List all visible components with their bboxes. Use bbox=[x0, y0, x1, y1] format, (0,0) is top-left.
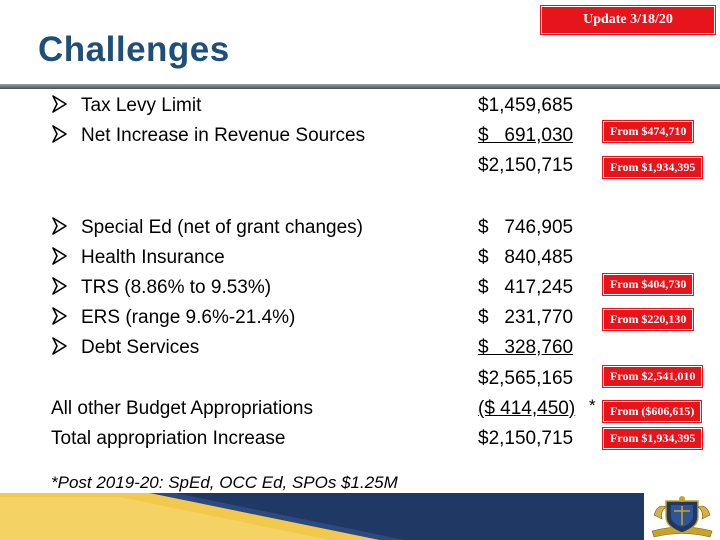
footnote-marker: * bbox=[589, 396, 596, 415]
change-note-badge: From $220,130 bbox=[604, 310, 693, 329]
row-amount: $2,565,165 bbox=[478, 368, 574, 389]
row-label: Debt Services bbox=[81, 337, 200, 358]
arrow-bullet-icon bbox=[52, 247, 67, 265]
footer-band bbox=[0, 493, 644, 540]
arrow-bullet-icon bbox=[52, 125, 67, 143]
row-label: Total appropriation Increase bbox=[51, 428, 286, 449]
row-label: All other Budget Appropriations bbox=[51, 398, 313, 419]
arrow-bullet-icon bbox=[52, 307, 67, 325]
arrow-bullet-icon bbox=[52, 95, 67, 113]
update-badge: Update 3/18/20 bbox=[541, 6, 715, 34]
row-label: Net Increase in Revenue Sources bbox=[81, 125, 366, 146]
footnote: *Post 2019-20: SpEd, OCC Ed, SPOs $1.25M bbox=[51, 473, 398, 492]
challenge-row-special-ed: Special Ed (net of grant changes) $ 746,… bbox=[0, 215, 720, 245]
row-amount: $2,150,715 bbox=[478, 155, 574, 176]
challenge-row-health-insurance: Health Insurance $ 840,485 bbox=[0, 245, 720, 275]
row-label: Health Insurance bbox=[81, 247, 225, 268]
row-label: Tax Levy Limit bbox=[81, 95, 202, 116]
challenge-row-debt-services: Debt Services $ 328,760 bbox=[0, 335, 720, 365]
arrow-bullet-icon bbox=[52, 337, 67, 355]
row-amount: ($ 414,450) bbox=[478, 398, 576, 419]
other-appropriations-row: All other Budget Appropriations ($ 414,4… bbox=[0, 396, 720, 426]
challenge-row-net-increase: Net Increase in Revenue Sources $ 691,03… bbox=[0, 123, 720, 153]
row-amount: $ 328,760 bbox=[478, 337, 574, 358]
total-appropriation-row: Total appropriation Increase $2,150,715 bbox=[0, 426, 720, 456]
arrow-bullet-icon bbox=[52, 277, 67, 295]
row-label: Special Ed (net of grant changes) bbox=[81, 217, 364, 238]
slide-title: Challenges bbox=[38, 30, 230, 69]
row-amount: $ 691,030 bbox=[478, 125, 574, 146]
change-note-badge: From $474,710 bbox=[604, 122, 693, 141]
row-amount: $ 840,485 bbox=[478, 247, 574, 268]
challenge-row-trs: TRS (8.86% to 9.53%) $ 417,245 bbox=[0, 275, 720, 305]
row-label: TRS (8.86% to 9.53%) bbox=[81, 277, 272, 298]
revenue-subtotal-row: $2,150,715 bbox=[0, 153, 720, 183]
challenge-row-tax-levy: Tax Levy Limit $1,459,685 bbox=[0, 93, 720, 123]
title-divider bbox=[0, 84, 720, 89]
row-label: ERS (range 9.6%-21.4%) bbox=[81, 307, 296, 328]
challenge-row-ers: ERS (range 9.6%-21.4%) $ 231,770 bbox=[0, 305, 720, 335]
change-note-badge: From $2,541,010 bbox=[604, 367, 702, 386]
row-amount: $ 746,905 bbox=[478, 217, 574, 238]
change-note-badge: From ($606,615) bbox=[604, 402, 701, 421]
expense-subtotal-row: $2,565,165 bbox=[0, 366, 720, 396]
arrow-bullet-icon bbox=[52, 217, 67, 235]
change-note-badge: From $404,730 bbox=[604, 275, 693, 294]
change-note-badge: From $1,934,395 bbox=[604, 429, 702, 448]
change-note-badge: From $1,934,395 bbox=[604, 158, 702, 177]
row-amount: $1,459,685 bbox=[478, 95, 574, 116]
row-amount: $ 231,770 bbox=[478, 307, 574, 328]
row-amount: $2,150,715 bbox=[478, 428, 574, 449]
row-amount: $ 417,245 bbox=[478, 277, 574, 298]
school-crest-logo bbox=[644, 493, 720, 540]
